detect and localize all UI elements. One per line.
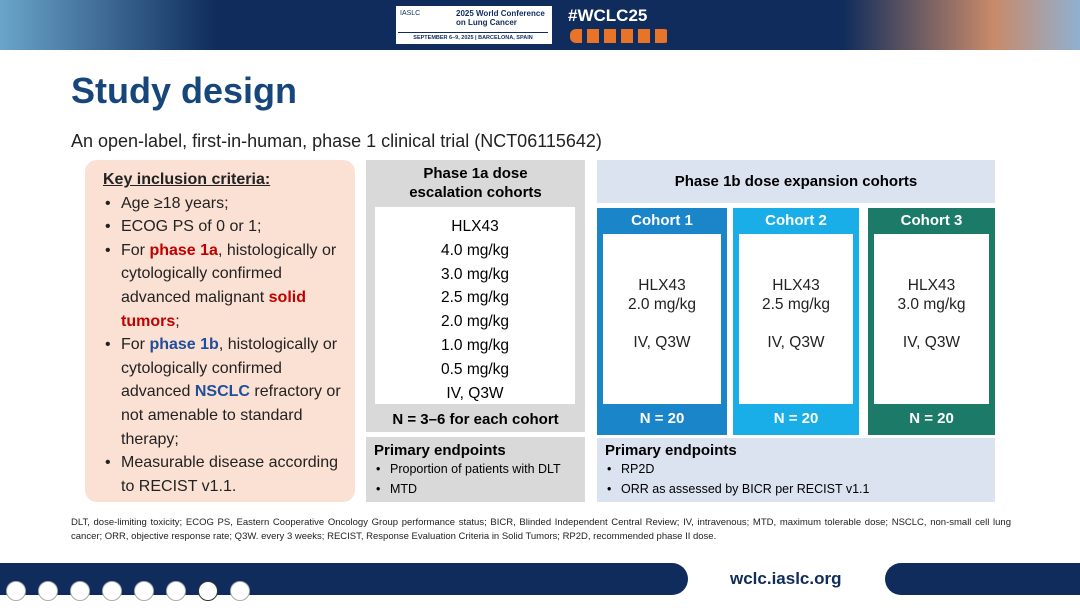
inclusion-text: Age ≥18 years; [121, 194, 229, 212]
footer-bar [885, 563, 1080, 595]
inclusion-text: phase 1b [149, 336, 219, 354]
phase1b-header: Phase 1b dose expansion cohorts [597, 160, 995, 203]
dose-line: IV, Q3W [446, 384, 504, 402]
schedule: IV, Q3W [633, 334, 691, 351]
inclusion-item: Age ≥18 years; [103, 192, 345, 216]
dose-line: 2.0 mg/kg [440, 313, 510, 331]
endpoints-list: Proportion of patients with DLTMTD [374, 459, 577, 499]
drug: HLX43 [907, 277, 956, 294]
inclusion-text: Measurable disease according to RECIST v… [121, 454, 339, 495]
cohort-n: N = 20 [639, 410, 685, 427]
phase1a-endpoints: Primary endpoints Proportion of patients… [366, 437, 585, 502]
dose-line: 2.5 mg/kg [440, 289, 510, 307]
inclusion-text: refractory or not amenable to standard t… [121, 383, 341, 448]
footer-url: wclc.iaslc.org [730, 569, 842, 588]
cohort-detail: HLX43 2.5 mg/kg IV, Q3W [739, 234, 853, 404]
zoom-button[interactable] [134, 581, 154, 601]
cohort-name: Cohort 1 [631, 212, 693, 229]
inclusion-item: For phase 1a, histologically or cytologi… [103, 239, 345, 333]
inclusion-item: For phase 1b, histologically or cytologi… [103, 333, 345, 451]
cohort-n: N = 20 [909, 410, 954, 427]
cohort-detail: HLX43 3.0 mg/kg IV, Q3W [874, 234, 989, 404]
inclusion-text: ECOG PS of 0 or 1; [121, 218, 262, 236]
conference-logo: IASLC 2025 World Conference on Lung Cance… [396, 6, 552, 44]
cohort-name: Cohort 3 [900, 212, 963, 229]
pen-button[interactable] [70, 581, 90, 601]
inclusion-text: NSCLC [194, 383, 250, 401]
inclusion-item: ECOG PS of 0 or 1; [103, 215, 345, 239]
next-button[interactable] [38, 581, 58, 601]
subtitle-button[interactable] [166, 581, 186, 601]
dose-line: HLX43 [451, 218, 499, 235]
cohort-box: Cohort 2 HLX43 2.5 mg/kg IV, Q3W N = 20 [733, 208, 859, 435]
cohort-box: Cohort 1 HLX43 2.0 mg/kg IV, Q3W N = 20 [597, 208, 727, 435]
inclusion-text: For [121, 336, 150, 354]
endpoints-heading: Primary endpoints [605, 442, 737, 459]
inclusion-text: phase 1a [149, 241, 218, 259]
endpoint-item: RP2D [605, 459, 987, 479]
cohort-detail: HLX43 2.0 mg/kg IV, Q3W [603, 234, 721, 404]
schedule: IV, Q3W [767, 334, 825, 351]
endpoints-heading: Primary endpoints [374, 442, 506, 459]
inclusion-text: , histologically or cytologically confir… [121, 336, 338, 401]
conference-name: 2025 World Conference on Lung Cancer [456, 9, 545, 27]
dose-line: 3.0 mg/kg [440, 265, 510, 283]
dates: SEPTEMBER 6–9, 2025 | BARCELONA, SPAIN [398, 32, 548, 41]
inclusion-text: For [121, 241, 150, 259]
dose: 2.0 mg/kg [627, 296, 697, 313]
social-icons [570, 29, 670, 43]
conference-line: 2025 World Conference [456, 9, 545, 18]
dose-line: 0.5 mg/kg [440, 360, 510, 378]
endpoint-item: Proportion of patients with DLT [374, 459, 577, 479]
phase1a-header: Phase 1a dose escalation cohorts [409, 165, 542, 201]
drug: HLX43 [638, 277, 686, 294]
title: Study design [71, 70, 298, 111]
inclusion-text: , histologically or cytologically confir… [121, 241, 337, 306]
subtitle: An open-label, first-in-human, phase 1 c… [71, 131, 602, 151]
org: IASLC [400, 10, 421, 17]
endpoints-list: RP2DORR as assessed by BICR per RECIST v… [605, 459, 987, 499]
camera-button[interactable] [198, 581, 218, 601]
dose: 2.5 mg/kg [761, 296, 831, 313]
inclusion-item: Measurable disease according to RECIST v… [103, 451, 345, 498]
phase1a-n: N = 3–6 for each cohort [392, 411, 559, 428]
endpoint-item: MTD [374, 479, 577, 499]
more-button[interactable] [230, 581, 250, 601]
prev-button[interactable] [6, 581, 26, 601]
inclusion-text: solid tumors [121, 288, 306, 330]
slides-button[interactable] [102, 581, 122, 601]
dose-list: HLX43 4.0 mg/kg 3.0 mg/kg 2.5 mg/kg 2.0 mg/k… [375, 207, 575, 404]
inclusion-list: Age ≥18 years; ECOG PS of 0 or 1; For phas… [103, 192, 345, 499]
dose: 3.0 mg/kg [897, 296, 966, 313]
hashtag: #WCLC25 [568, 6, 648, 25]
cohort-box: Cohort 3 HLX43 3.0 mg/kg IV, Q3W N = 20 [868, 208, 995, 435]
cohort-name: Cohort 2 [765, 212, 827, 229]
phase1b-endpoints: Primary endpoints RP2DORR as assessed by… [597, 438, 995, 502]
conference-line: on Lung Cancer [456, 18, 517, 27]
inclusion-text: ; [175, 312, 180, 330]
endpoint-item: ORR as assessed by BICR per RECIST v1.1 [605, 479, 987, 499]
dose-line: 1.0 mg/kg [440, 336, 510, 354]
inclusion-box: Key inclusion criteria: Age ≥18 years; EC… [85, 160, 355, 502]
inclusion-heading: Key inclusion criteria: [103, 171, 271, 188]
cohort-n: N = 20 [773, 410, 819, 427]
drug: HLX43 [772, 277, 820, 294]
schedule: IV, Q3W [902, 334, 961, 351]
footnote: DLT, dose-limiting toxicity; ECOG PS, Ea… [71, 517, 1011, 542]
dose-line: 4.0 mg/kg [440, 241, 510, 259]
phase1a-box: Phase 1a dose escalation cohorts HLX43 4.… [366, 160, 585, 432]
